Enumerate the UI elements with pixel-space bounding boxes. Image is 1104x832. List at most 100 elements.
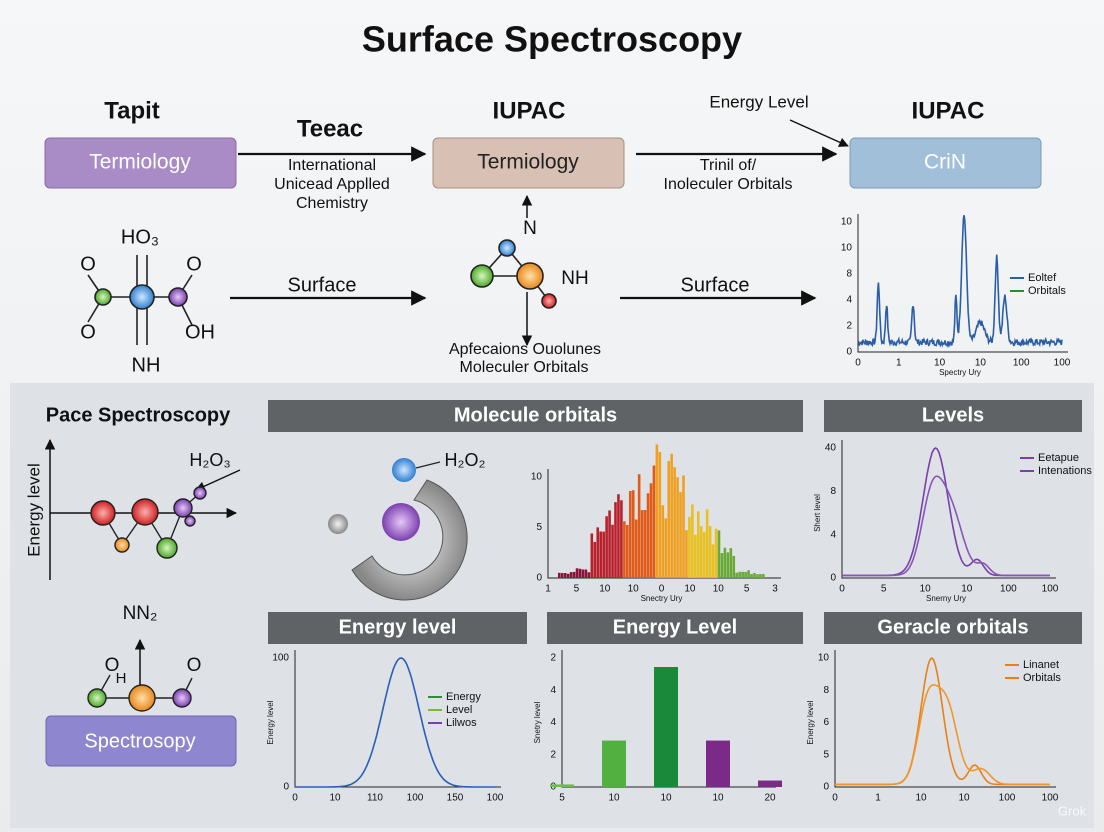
histogram-bar [637,474,641,578]
axis [841,440,1056,579]
orbital-graphic [328,458,468,601]
histogram-bar [688,516,691,578]
histogram-bar [566,573,570,578]
x-tick-label: 100 [1013,358,1030,369]
atom-label: NH [132,354,161,376]
histogram-bar [608,510,611,578]
y-tick-label: 0 [823,782,829,793]
arrow-label: Surface [681,274,750,296]
histogram-bar [670,453,673,578]
x-tick-label: 1 [896,358,902,369]
formula: H₂O₂ [445,450,486,470]
histogram-bar [640,510,644,578]
x-tick-label: 20 [764,793,776,804]
histogram-bar [652,465,656,578]
y-tick-label: 5 [536,522,542,533]
arrow-note: Trinil of/ [700,157,757,174]
histogram-bar [599,531,602,578]
y-tick-label: 0 [846,347,852,358]
x-tick-label: 1 [545,584,551,595]
x-tick-label: 10 [684,584,696,595]
bar [758,780,782,787]
x-tick-label: 110 [367,793,383,804]
box [44,137,237,189]
bar [654,667,678,787]
legend-label: Level [446,704,472,716]
heading: Teeac [297,115,363,142]
bar [602,740,626,787]
box-label: Termiology [477,151,579,174]
histogram-bar [762,574,765,578]
box [432,137,625,189]
curve [857,215,1063,349]
molecule [90,486,207,559]
legend-label: Eetapue [1038,452,1079,464]
panel-header [547,612,803,644]
histogram-bar [699,526,703,578]
histogram-bar [682,475,685,578]
histogram-bar [735,572,739,578]
x-tick-label: 10 [329,793,341,804]
heading: IUPAC [912,97,985,124]
x-tick-label: 100 [1054,358,1071,369]
histogram-bar [620,500,623,578]
x-tick-label: 5 [574,584,580,595]
panel-title: Geracle orbitals [877,616,1028,638]
legend-label: Intenations [1038,465,1092,477]
histogram-bar [596,527,600,578]
axis [834,650,1056,788]
x-tick-label: 100 [407,793,424,804]
x-tick-label: 10 [920,584,932,595]
histogram-bar [634,519,638,578]
bar [550,784,574,787]
histogram-bar [611,524,614,578]
y-tick-label: 10 [841,217,853,228]
y-tick-label: 10 [531,472,543,483]
x-axis-label: Snectry Ury [641,594,683,603]
histogram-bar [694,534,697,578]
y-tick-label: 100 [272,653,289,664]
y-tick-label: 0 [550,782,556,793]
histogram-bar [643,510,647,578]
x-tick-label: 100 [1042,793,1059,804]
curve [835,683,1050,786]
histogram-bar [575,568,579,578]
histogram-bar [679,492,682,578]
y-axis-label: Energy level [266,700,275,744]
y-axis-label: Snetry level [533,701,542,743]
x-tick-label: 0 [832,793,838,804]
histogram-bar [750,574,753,578]
bar [706,740,730,787]
x-tick-label: 1 [875,793,881,804]
histogram-bar [744,571,747,578]
y-tick-label: 2 [550,749,556,760]
y-tick-label: 6 [823,717,829,728]
panel-header [824,400,1082,432]
x-axis-label: Snerny Ury [926,594,966,603]
formula: H₂O₃ [189,450,230,470]
histogram-bar [756,574,759,578]
box [849,137,1042,189]
x-tick-label: 100 [999,793,1016,804]
arrow-note: Inoleculer Orbitals [664,176,793,193]
x-tick-label: 10 [628,584,640,595]
y-tick-label: 0 [536,573,542,584]
watermark: Grok [1058,803,1087,818]
histogram-bar [646,493,650,578]
histogram-bar [741,571,744,578]
histogram-bar [563,572,567,578]
molecule [87,674,193,712]
box-label: Termiology [89,151,191,174]
histogram-bar [581,569,585,578]
formula: NN₂ [123,603,158,624]
histogram-bar [560,573,564,578]
histogram-bar [723,547,727,578]
x-tick-label: 10 [934,358,946,369]
histogram-bar [702,531,706,578]
atom-label: O [186,253,202,275]
histogram-bar [664,518,668,578]
histogram-bar [578,568,582,578]
histogram-bar [593,542,597,578]
x-tick-label: 5 [559,793,565,804]
panel-header [268,400,803,432]
